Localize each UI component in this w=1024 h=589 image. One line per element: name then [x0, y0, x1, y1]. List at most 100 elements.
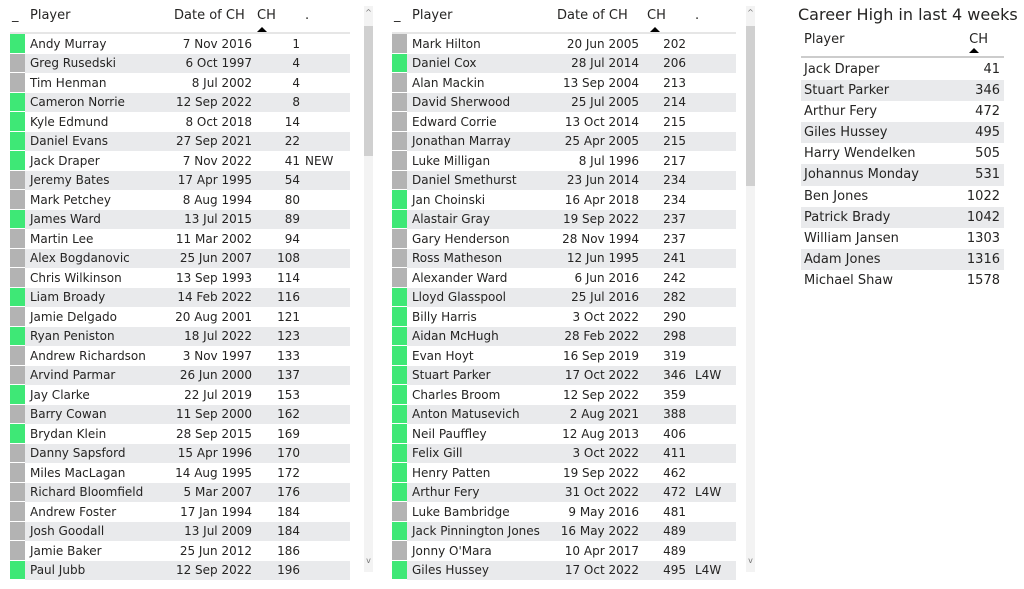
date-cell: 13 Oct 2014 [564, 114, 639, 129]
table-row[interactable]: Jack Draper 41 [801, 59, 1004, 80]
table-row[interactable]: Daniel Evans 27 Sep 2021 22 [10, 131, 350, 151]
table-row[interactable]: Charles Broom 12 Sep 2022 359 [392, 385, 736, 405]
left-scrollbar[interactable]: ^ v [364, 6, 373, 572]
scroll-up-icon[interactable]: ^ [747, 8, 754, 17]
table-row[interactable]: Johannus Monday 531 [801, 164, 1004, 186]
table-row[interactable]: Jan Choinski 16 Apr 2018 234 [392, 190, 736, 210]
date-cell: 31 Oct 2022 [564, 485, 639, 500]
date-header[interactable]: Date of CH [174, 8, 245, 23]
table-row[interactable]: Cameron Norrie 12 Sep 2022 8 [10, 92, 350, 112]
table-row[interactable]: Luke Bambridge 9 May 2016 481 [392, 502, 736, 522]
table-row[interactable]: Jeremy Bates 17 Apr 1995 54 [10, 170, 350, 190]
player-header[interactable]: Player [412, 8, 453, 23]
table-row[interactable]: Greg Rusedski 6 Oct 1997 4 [10, 53, 350, 73]
table-row[interactable]: Jack Pinnington Jones 16 May 2022 489 [392, 521, 736, 541]
ch-cell: 472 [975, 104, 1000, 120]
table-row[interactable]: Jay Clarke 22 Jul 2019 153 [10, 385, 350, 405]
table-row[interactable]: Jamie Baker 25 Jun 2012 186 [10, 541, 350, 561]
table-row[interactable]: Chris Wilkinson 13 Sep 1993 114 [10, 268, 350, 288]
table-row[interactable]: Kyle Edmund 8 Oct 2018 14 [10, 112, 350, 132]
ch-cell: 22 [284, 134, 300, 149]
flag-header[interactable]: . [305, 8, 310, 23]
table-row[interactable]: Gary Henderson 28 Nov 1994 237 [392, 229, 736, 249]
ch-header[interactable]: CH [647, 8, 666, 23]
table-row[interactable]: Giles Hussey 495 [801, 122, 1004, 144]
table-row[interactable]: Danny Sapsford 15 Apr 1996 170 [10, 443, 350, 463]
scroll-thumb[interactable] [364, 26, 373, 156]
table-row[interactable]: Alexander Ward 6 Jun 2016 242 [392, 268, 736, 288]
table-row[interactable]: Arthur Fery 31 Oct 2022 472 L4W [392, 482, 736, 502]
table-row[interactable]: William Jansen 1303 [801, 228, 1004, 249]
table-row[interactable]: Richard Bloomfield 5 Mar 2007 176 [10, 482, 350, 502]
table-row[interactable]: David Sherwood 25 Jul 2005 214 [392, 92, 736, 112]
table-row[interactable]: Tim Henman 8 Jul 2002 4 [10, 73, 350, 93]
table-row[interactable]: Martin Lee 11 Mar 2002 94 [10, 229, 350, 249]
table-row[interactable]: Jamie Delgado 20 Aug 2001 121 [10, 307, 350, 327]
table-row[interactable]: Evan Hoyt 16 Sep 2019 319 [392, 346, 736, 366]
table-row[interactable]: Anton Matusevich 2 Aug 2021 388 [392, 404, 736, 424]
status-indicator [10, 151, 25, 171]
player-cell: Edward Corrie [412, 114, 497, 129]
player-cell: James Ward [30, 212, 101, 227]
table-row[interactable]: Henry Patten 19 Sep 2022 462 [392, 463, 736, 483]
table-row[interactable]: Michael Shaw 1578 [801, 270, 1004, 291]
table-row[interactable]: Andy Murray 7 Nov 2016 1 [10, 34, 350, 54]
table-row[interactable]: Adam Jones 1316 [801, 248, 1004, 270]
scroll-down-icon[interactable]: v [366, 556, 371, 565]
scroll-thumb[interactable] [746, 26, 755, 186]
status-indicator [392, 112, 407, 132]
player-cell: Giles Hussey [804, 125, 888, 141]
flag-header[interactable]: . [695, 8, 700, 23]
table-row[interactable]: Alex Bogdanovic 25 Jun 2007 108 [10, 248, 350, 268]
table-row[interactable]: Felix Gill 3 Oct 2022 411 [392, 443, 736, 463]
ch-cell: 462 [663, 465, 686, 480]
middle-scrollbar[interactable]: ^ v [746, 6, 755, 572]
table-row[interactable]: Harry Wendelken 505 [801, 143, 1004, 164]
table-row[interactable]: Barry Cowan 11 Sep 2000 162 [10, 404, 350, 424]
table-row[interactable]: Aidan McHugh 28 Feb 2022 298 [392, 326, 736, 346]
table-row[interactable]: Ryan Peniston 18 Jul 2022 123 [10, 326, 350, 346]
table-row[interactable]: Ross Matheson 12 Jun 1995 241 [392, 248, 736, 268]
table-row[interactable]: Jonny O'Mara 10 Apr 2017 489 [392, 541, 736, 561]
ch-cell: 89 [284, 212, 300, 227]
table-row[interactable]: Lloyd Glasspool 25 Jul 2016 282 [392, 287, 736, 307]
table-row[interactable]: Edward Corrie 13 Oct 2014 215 [392, 112, 736, 132]
table-row[interactable]: Patrick Brady 1042 [801, 206, 1004, 228]
table-row[interactable]: Arthur Fery 472 [801, 101, 1004, 122]
table-row[interactable]: Brydan Klein 28 Sep 2015 169 [10, 424, 350, 444]
table-row[interactable]: Billy Harris 3 Oct 2022 290 [392, 307, 736, 327]
ch-header[interactable]: CH [969, 32, 988, 47]
table-row[interactable]: Andrew Foster 17 Jan 1994 184 [10, 502, 350, 522]
player-header[interactable]: Player [804, 32, 845, 47]
scroll-down-icon[interactable]: v [748, 556, 753, 565]
date-header[interactable]: Date of CH [557, 8, 628, 23]
table-row[interactable]: Jack Draper 7 Nov 2022 41 NEW [10, 151, 350, 171]
ch-cell: 196 [277, 563, 300, 578]
table-row[interactable]: Jonathan Marray 25 Apr 2005 215 [392, 131, 736, 151]
table-row[interactable]: Stuart Parker 346 [801, 80, 1004, 102]
player-cell: Luke Milligan [412, 153, 491, 168]
table-row[interactable]: Andrew Richardson 3 Nov 1997 133 [10, 346, 350, 366]
table-row[interactable]: Alastair Gray 19 Sep 2022 237 [392, 209, 736, 229]
scroll-up-icon[interactable]: ^ [365, 8, 372, 17]
player-cell: Andrew Foster [30, 504, 117, 519]
table-row[interactable]: Mark Hilton 20 Jun 2005 202 [392, 34, 736, 54]
table-row[interactable]: Paul Jubb 12 Sep 2022 196 [10, 560, 350, 580]
player-header[interactable]: Player [30, 8, 71, 23]
table-row[interactable]: Stuart Parker 17 Oct 2022 346 L4W [392, 365, 736, 385]
status-indicator [10, 248, 25, 268]
table-row[interactable]: Neil Pauffley 12 Aug 2013 406 [392, 424, 736, 444]
table-row[interactable]: Arvind Parmar 26 Jun 2000 137 [10, 365, 350, 385]
table-row[interactable]: Luke Milligan 8 Jul 1996 217 [392, 151, 736, 171]
table-row[interactable]: Giles Hussey 17 Oct 2022 495 L4W [392, 560, 736, 580]
table-row[interactable]: Liam Broady 14 Feb 2022 116 [10, 287, 350, 307]
table-row[interactable]: Mark Petchey 8 Aug 1994 80 [10, 190, 350, 210]
table-row[interactable]: James Ward 13 Jul 2015 89 [10, 209, 350, 229]
ch-header[interactable]: CH [257, 8, 276, 23]
table-row[interactable]: Ben Jones 1022 [801, 186, 1004, 207]
table-row[interactable]: Alan Mackin 13 Sep 2004 213 [392, 73, 736, 93]
table-row[interactable]: Daniel Smethurst 23 Jun 2014 234 [392, 170, 736, 190]
table-row[interactable]: Josh Goodall 13 Jul 2009 184 [10, 521, 350, 541]
table-row[interactable]: Miles MacLagan 14 Aug 1995 172 [10, 463, 350, 483]
table-row[interactable]: Daniel Cox 28 Jul 2014 206 [392, 53, 736, 73]
